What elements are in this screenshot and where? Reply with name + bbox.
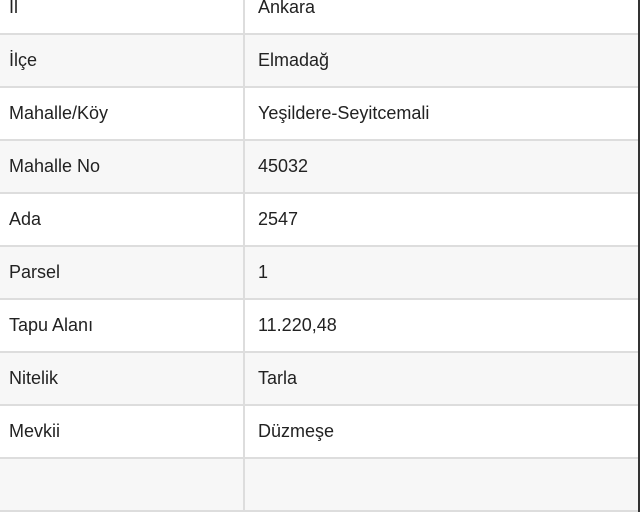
row-value: 45032 — [258, 156, 309, 176]
table-row: Parsel 1 — [0, 247, 638, 300]
row-value: Tarla — [258, 368, 298, 388]
row-value: Ankara — [258, 0, 316, 17]
row-label: İlçe — [0, 35, 245, 86]
row-value: Düzmeşe — [258, 421, 335, 441]
table-row: Ada 2547 — [0, 194, 638, 247]
row-label: Mahalle No — [0, 141, 245, 192]
row-label: Mevkii — [0, 406, 245, 457]
row-value: Elmadağ — [258, 50, 330, 70]
table-row: İl Ankara — [0, 0, 638, 35]
row-label: Nitelik — [0, 353, 245, 404]
row-label — [0, 459, 245, 510]
row-label: Tapu Alanı — [0, 300, 245, 351]
row-value: 2547 — [258, 209, 299, 229]
table-row: Mahalle No 45032 — [0, 141, 638, 194]
table-row: Tapu Alanı 11.220,48 — [0, 300, 638, 353]
row-label: Mahalle/Köy — [0, 88, 245, 139]
table-row: Mevkii Düzmeşe — [0, 406, 638, 459]
table-row — [0, 459, 638, 512]
row-value: 11.220,48 — [258, 315, 337, 335]
row-label: Ada — [0, 194, 245, 245]
row-label: İl — [0, 0, 245, 33]
row-value: 1 — [258, 262, 269, 282]
row-value: Yeşildere-Seyitcemali — [258, 103, 430, 123]
row-value — [245, 459, 638, 510]
row-label: Parsel — [0, 247, 245, 298]
table-row: Nitelik Tarla — [0, 353, 638, 406]
table-row: İlçe Elmadağ — [0, 35, 638, 88]
table-row: Mahalle/Köy Yeşildere-Seyitcemali — [0, 88, 638, 141]
